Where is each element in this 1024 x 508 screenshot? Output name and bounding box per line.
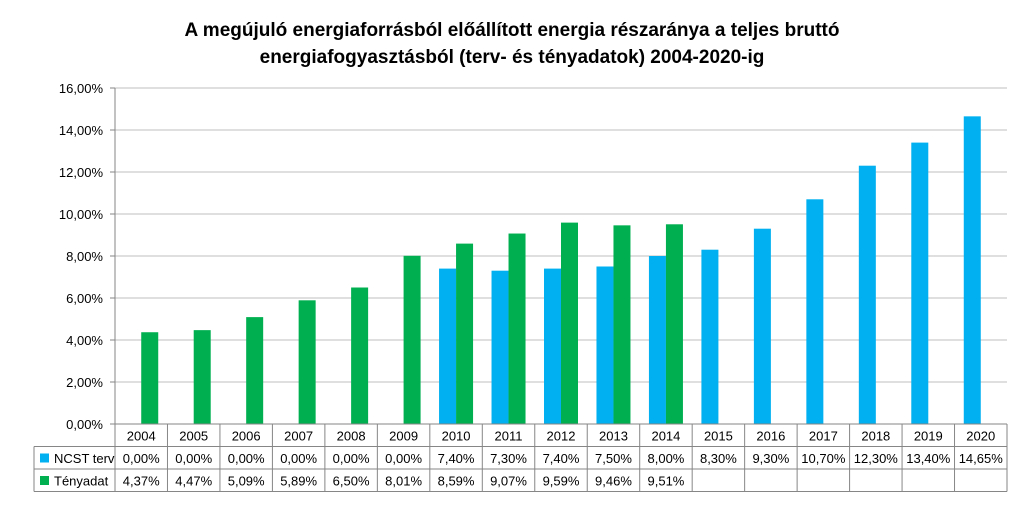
x-category-label: 2015 <box>704 429 733 444</box>
bar-ncst-terv <box>544 268 561 424</box>
table-value-cell: 9,30% <box>752 451 789 466</box>
table-value-cell: 8,00% <box>648 451 685 466</box>
bar-ncst-terv <box>701 249 719 424</box>
y-tick-label: 6,00% <box>66 291 103 306</box>
bar-ncst-terv <box>753 228 771 424</box>
bar-tenyadat <box>351 287 369 424</box>
table-value-cell: 7,50% <box>595 451 632 466</box>
x-category-label: 2019 <box>914 429 943 444</box>
table-value-cell: 7,30% <box>490 451 527 466</box>
y-tick-label: 2,00% <box>66 375 103 390</box>
bar-tenyadat <box>613 225 631 424</box>
table-value-cell: 0,00% <box>228 451 265 466</box>
x-category-label: 2017 <box>809 429 838 444</box>
bar-tenyadat <box>193 330 211 424</box>
bar-tenyadat <box>561 222 578 424</box>
chart-title-line-2: energiafogyasztásból (terv- és tényadato… <box>259 47 765 68</box>
bar-ncst-terv <box>858 165 876 424</box>
x-category-label: 2006 <box>232 429 261 444</box>
x-category-label: 2005 <box>179 429 208 444</box>
table-value-cell: 7,40% <box>543 451 580 466</box>
table-value-cell: 5,89% <box>280 474 317 489</box>
table-value-cell: 5,09% <box>228 474 265 489</box>
table-value-cell: 10,70% <box>801 451 846 466</box>
x-category-label: 2009 <box>389 429 418 444</box>
bar-tenyadat <box>508 233 526 424</box>
table-value-cell: 8,01% <box>385 474 422 489</box>
bar-tenyadat <box>141 332 159 424</box>
table-value-cell: 9,46% <box>595 474 632 489</box>
table-value-cell: 0,00% <box>385 451 422 466</box>
legend-key <box>40 453 49 463</box>
bar-tenyadat <box>298 300 316 424</box>
bar-ncst-terv <box>806 199 824 424</box>
table-value-cell: 0,00% <box>333 451 370 466</box>
table-value-cell: 4,47% <box>175 474 212 489</box>
table-value-cell: 0,00% <box>123 451 160 466</box>
table-value-cell: 6,50% <box>333 474 370 489</box>
y-tick-label: 10,00% <box>59 207 104 222</box>
bar-tenyadat <box>456 243 474 424</box>
x-category-label: 2016 <box>756 429 785 444</box>
bar-ncst-terv <box>963 116 981 424</box>
y-tick-label: 4,00% <box>66 333 103 348</box>
table-value-cell: 13,40% <box>906 451 951 466</box>
bar-tenyadat <box>246 317 264 424</box>
y-tick-label: 8,00% <box>66 249 103 264</box>
x-category-label: 2013 <box>599 429 628 444</box>
y-tick-label: 14,00% <box>59 123 104 138</box>
bar-ncst-terv <box>648 256 666 424</box>
bar-ncst-terv <box>911 142 929 424</box>
table-value-cell: 0,00% <box>280 451 317 466</box>
table-value-cell: 0,00% <box>175 451 212 466</box>
x-category-label: 2008 <box>337 429 366 444</box>
y-tick-label: 0,00% <box>66 417 103 432</box>
table-value-cell: 9,51% <box>648 474 685 489</box>
table-value-cell: 12,30% <box>854 451 899 466</box>
legend-series-name: Tényadat <box>54 474 109 489</box>
x-category-label: 2007 <box>284 429 313 444</box>
bar-ncst-terv <box>439 268 457 424</box>
legend-series-name: NCST terv <box>54 451 115 466</box>
legend-key <box>40 476 49 485</box>
bar-ncst-terv <box>596 266 614 424</box>
x-category-label: 2014 <box>651 429 680 444</box>
chart-title-line-1: A megújuló energiaforrásból előállított … <box>184 20 840 41</box>
x-category-label: 2004 <box>127 429 156 444</box>
y-tick-label: 16,00% <box>59 81 104 96</box>
table-value-cell: 14,65% <box>959 451 1004 466</box>
table-value-cell: 4,37% <box>123 474 160 489</box>
table-value-cell: 9,59% <box>543 474 580 489</box>
table-value-cell: 8,59% <box>438 474 475 489</box>
x-category-label: 2018 <box>861 429 890 444</box>
x-category-label: 2011 <box>495 429 523 444</box>
table-value-cell: 7,40% <box>438 451 475 466</box>
x-category-label: 2020 <box>966 429 995 444</box>
x-category-label: 2010 <box>442 429 471 444</box>
table-value-cell: 9,07% <box>490 474 527 489</box>
bar-tenyadat <box>665 224 683 424</box>
bar-ncst-terv <box>491 270 509 424</box>
bar-tenyadat <box>403 255 421 424</box>
table-value-cell: 8,30% <box>700 451 737 466</box>
x-category-label: 2012 <box>547 429 576 444</box>
y-tick-label: 12,00% <box>59 165 104 180</box>
